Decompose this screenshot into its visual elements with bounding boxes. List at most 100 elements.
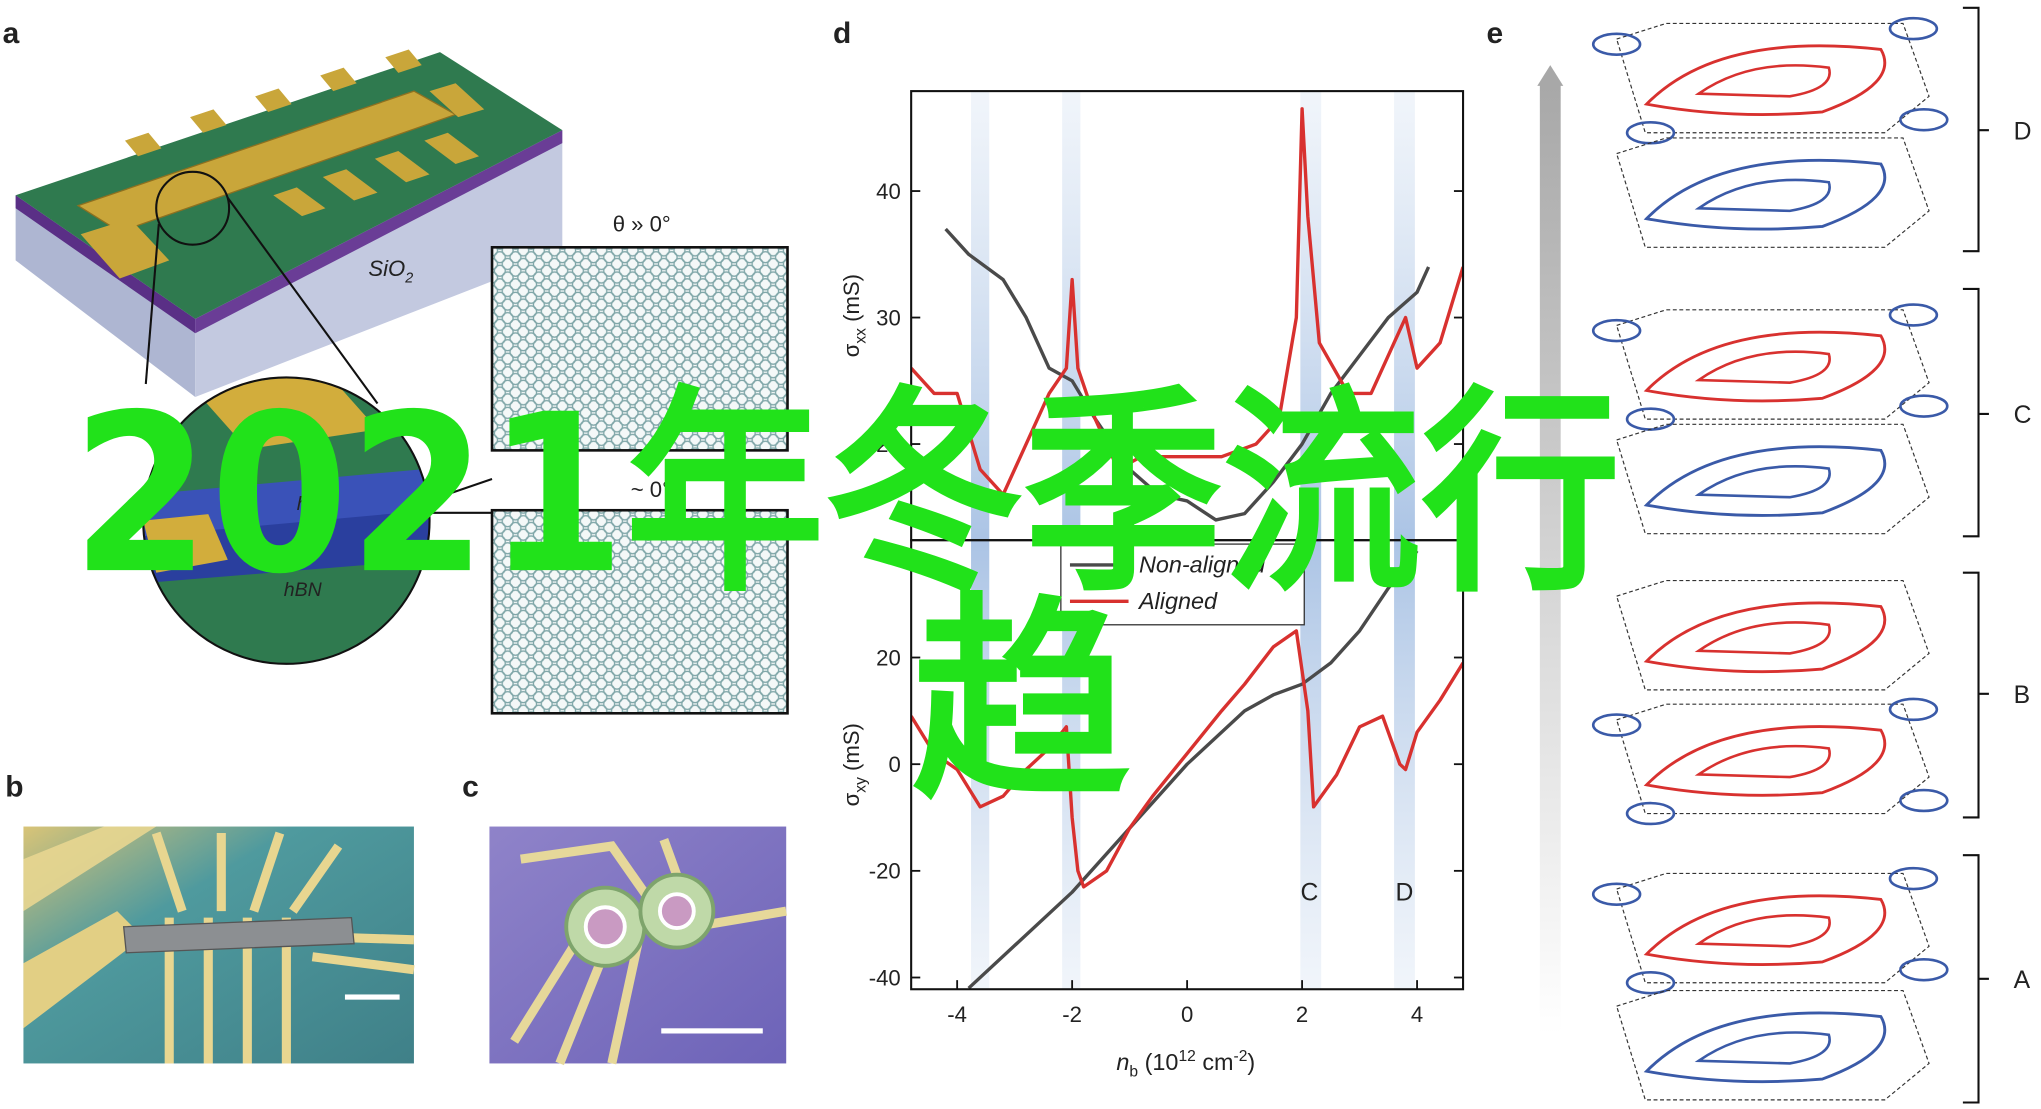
device-photo: [489, 826, 787, 1066]
y-label-unit: (mS): [839, 723, 864, 777]
contour-plot: [1615, 137, 1930, 248]
overlay-text: 2021年冬季流行: [72, 367, 1621, 622]
arrow-bar: [1539, 84, 1561, 1035]
y-axis-label: σxy (mS): [839, 723, 870, 806]
legend-label: Non-aligned: [1139, 552, 1266, 578]
y-axis-label: σxx (mS): [839, 274, 870, 357]
y-label-subscript: xx: [853, 328, 870, 344]
substrate-label: SiO2: [368, 256, 413, 287]
contour-pocket: [1591, 882, 1642, 906]
x-tick-label: -2: [1062, 1002, 1082, 1027]
panel-label: d: [833, 17, 851, 50]
line-chart: 20 30 40 σxx (mS): [839, 90, 1465, 542]
legend-box: [1060, 543, 1305, 626]
brillouin-zone: [1615, 309, 1930, 420]
x-label-exponent: -2: [1234, 1048, 1248, 1065]
contour-line: [1694, 621, 1831, 655]
panel-label: b: [5, 771, 23, 804]
contour-line: [1643, 725, 1887, 797]
contour-pocket: [1899, 788, 1949, 813]
state-label: D: [2014, 118, 2032, 145]
contour-plot: [1591, 303, 1949, 431]
x-tick-label: 2: [1296, 1002, 1308, 1027]
brillouin-zone: [1615, 22, 1930, 134]
contour-pocket: [1899, 958, 1949, 982]
brillouin-zone: [1615, 579, 1930, 691]
x-tick-label: 0: [1181, 1002, 1193, 1027]
y-label-subscript: xy: [853, 777, 870, 793]
contour-pocket: [1591, 318, 1642, 343]
brillouin-zone: [1615, 423, 1930, 535]
contour-line: [1643, 1011, 1887, 1084]
contour-panel: D C B A: [1537, 6, 2032, 1104]
contour-pocket: [1625, 801, 1676, 826]
y-label-symbol: σ: [839, 343, 864, 357]
contour-line: [1643, 601, 1887, 674]
state-label: A: [2014, 967, 2031, 994]
contour-line: [1694, 350, 1831, 384]
contour-line: [1643, 894, 1887, 966]
state-label: C: [2014, 402, 2032, 429]
y-tick-label: 40: [876, 179, 901, 204]
contour-line: [1694, 178, 1831, 213]
x-label-unit: (10: [1138, 1049, 1178, 1075]
layer-label: hBN: [284, 579, 323, 601]
contour-plot: [1615, 423, 1930, 535]
device-illustration: SiO2 hBN Gr hBN θ » 0° ~ 0°: [15, 49, 789, 715]
contour-pocket: [1591, 713, 1642, 737]
contour-line: [1694, 64, 1831, 98]
contour-pocket: [1888, 16, 1939, 41]
panel-label: c: [462, 771, 479, 804]
x-label-unit: ): [1247, 1049, 1255, 1075]
overlay: 2021年冬季流行 趋: [72, 367, 1621, 829]
x-tick-label: 4: [1411, 1002, 1423, 1027]
brillouin-zone: [1615, 137, 1930, 248]
state-label: B: [2014, 682, 2030, 709]
panel-label: a: [3, 17, 20, 50]
y-label-unit: (mS): [839, 274, 864, 328]
lattice-label: ~ 0°: [631, 477, 671, 502]
plot-area: [911, 549, 1464, 990]
data-line: [911, 629, 1464, 889]
contour-plot: [1615, 579, 1930, 691]
brillouin-zone: [1615, 703, 1930, 815]
x-tick-label: -4: [947, 1002, 967, 1027]
legend-label: Aligned: [1137, 588, 1218, 614]
y-tick-label: 30: [876, 305, 901, 330]
contour-line: [1694, 1031, 1831, 1065]
y-tick-label: 20: [876, 432, 901, 457]
x-label-unit: cm: [1196, 1049, 1234, 1075]
contour-line: [1694, 914, 1831, 948]
contour-line: [1694, 744, 1831, 779]
data-line: [967, 549, 1419, 990]
contour-pocket: [1888, 303, 1939, 327]
y-label-symbol: σ: [839, 792, 864, 806]
layer-label: Gr: [293, 536, 316, 558]
x-label-symbol: n: [1116, 1049, 1129, 1075]
y-tick-label: -20: [869, 859, 901, 884]
legend: Non-aligned Aligned: [1060, 543, 1305, 626]
device-photo: [23, 826, 415, 1064]
x-label-subscript: b: [1129, 1063, 1138, 1080]
plot-area: [911, 107, 1464, 522]
panel-labels: a b c d e: [3, 17, 1504, 804]
contour-line: [1643, 445, 1887, 517]
plot-frame: [910, 539, 1465, 991]
brackets: [1962, 6, 1989, 1104]
band-label: D: [1396, 880, 1414, 907]
contour-line: [1643, 158, 1887, 231]
substrate-label-subscript: 2: [404, 270, 413, 286]
brillouin-zone: [1615, 989, 1930, 1101]
overlay-text: 趋: [911, 574, 1130, 829]
contour-pocket: [1899, 394, 1949, 418]
y-tick-label: -40: [869, 965, 901, 990]
contour-line: [1643, 330, 1887, 403]
x-label-exponent: 12: [1178, 1048, 1195, 1065]
panel-label: e: [1486, 17, 1503, 50]
data-line: [944, 227, 1431, 522]
contour-pocket: [1899, 108, 1949, 132]
